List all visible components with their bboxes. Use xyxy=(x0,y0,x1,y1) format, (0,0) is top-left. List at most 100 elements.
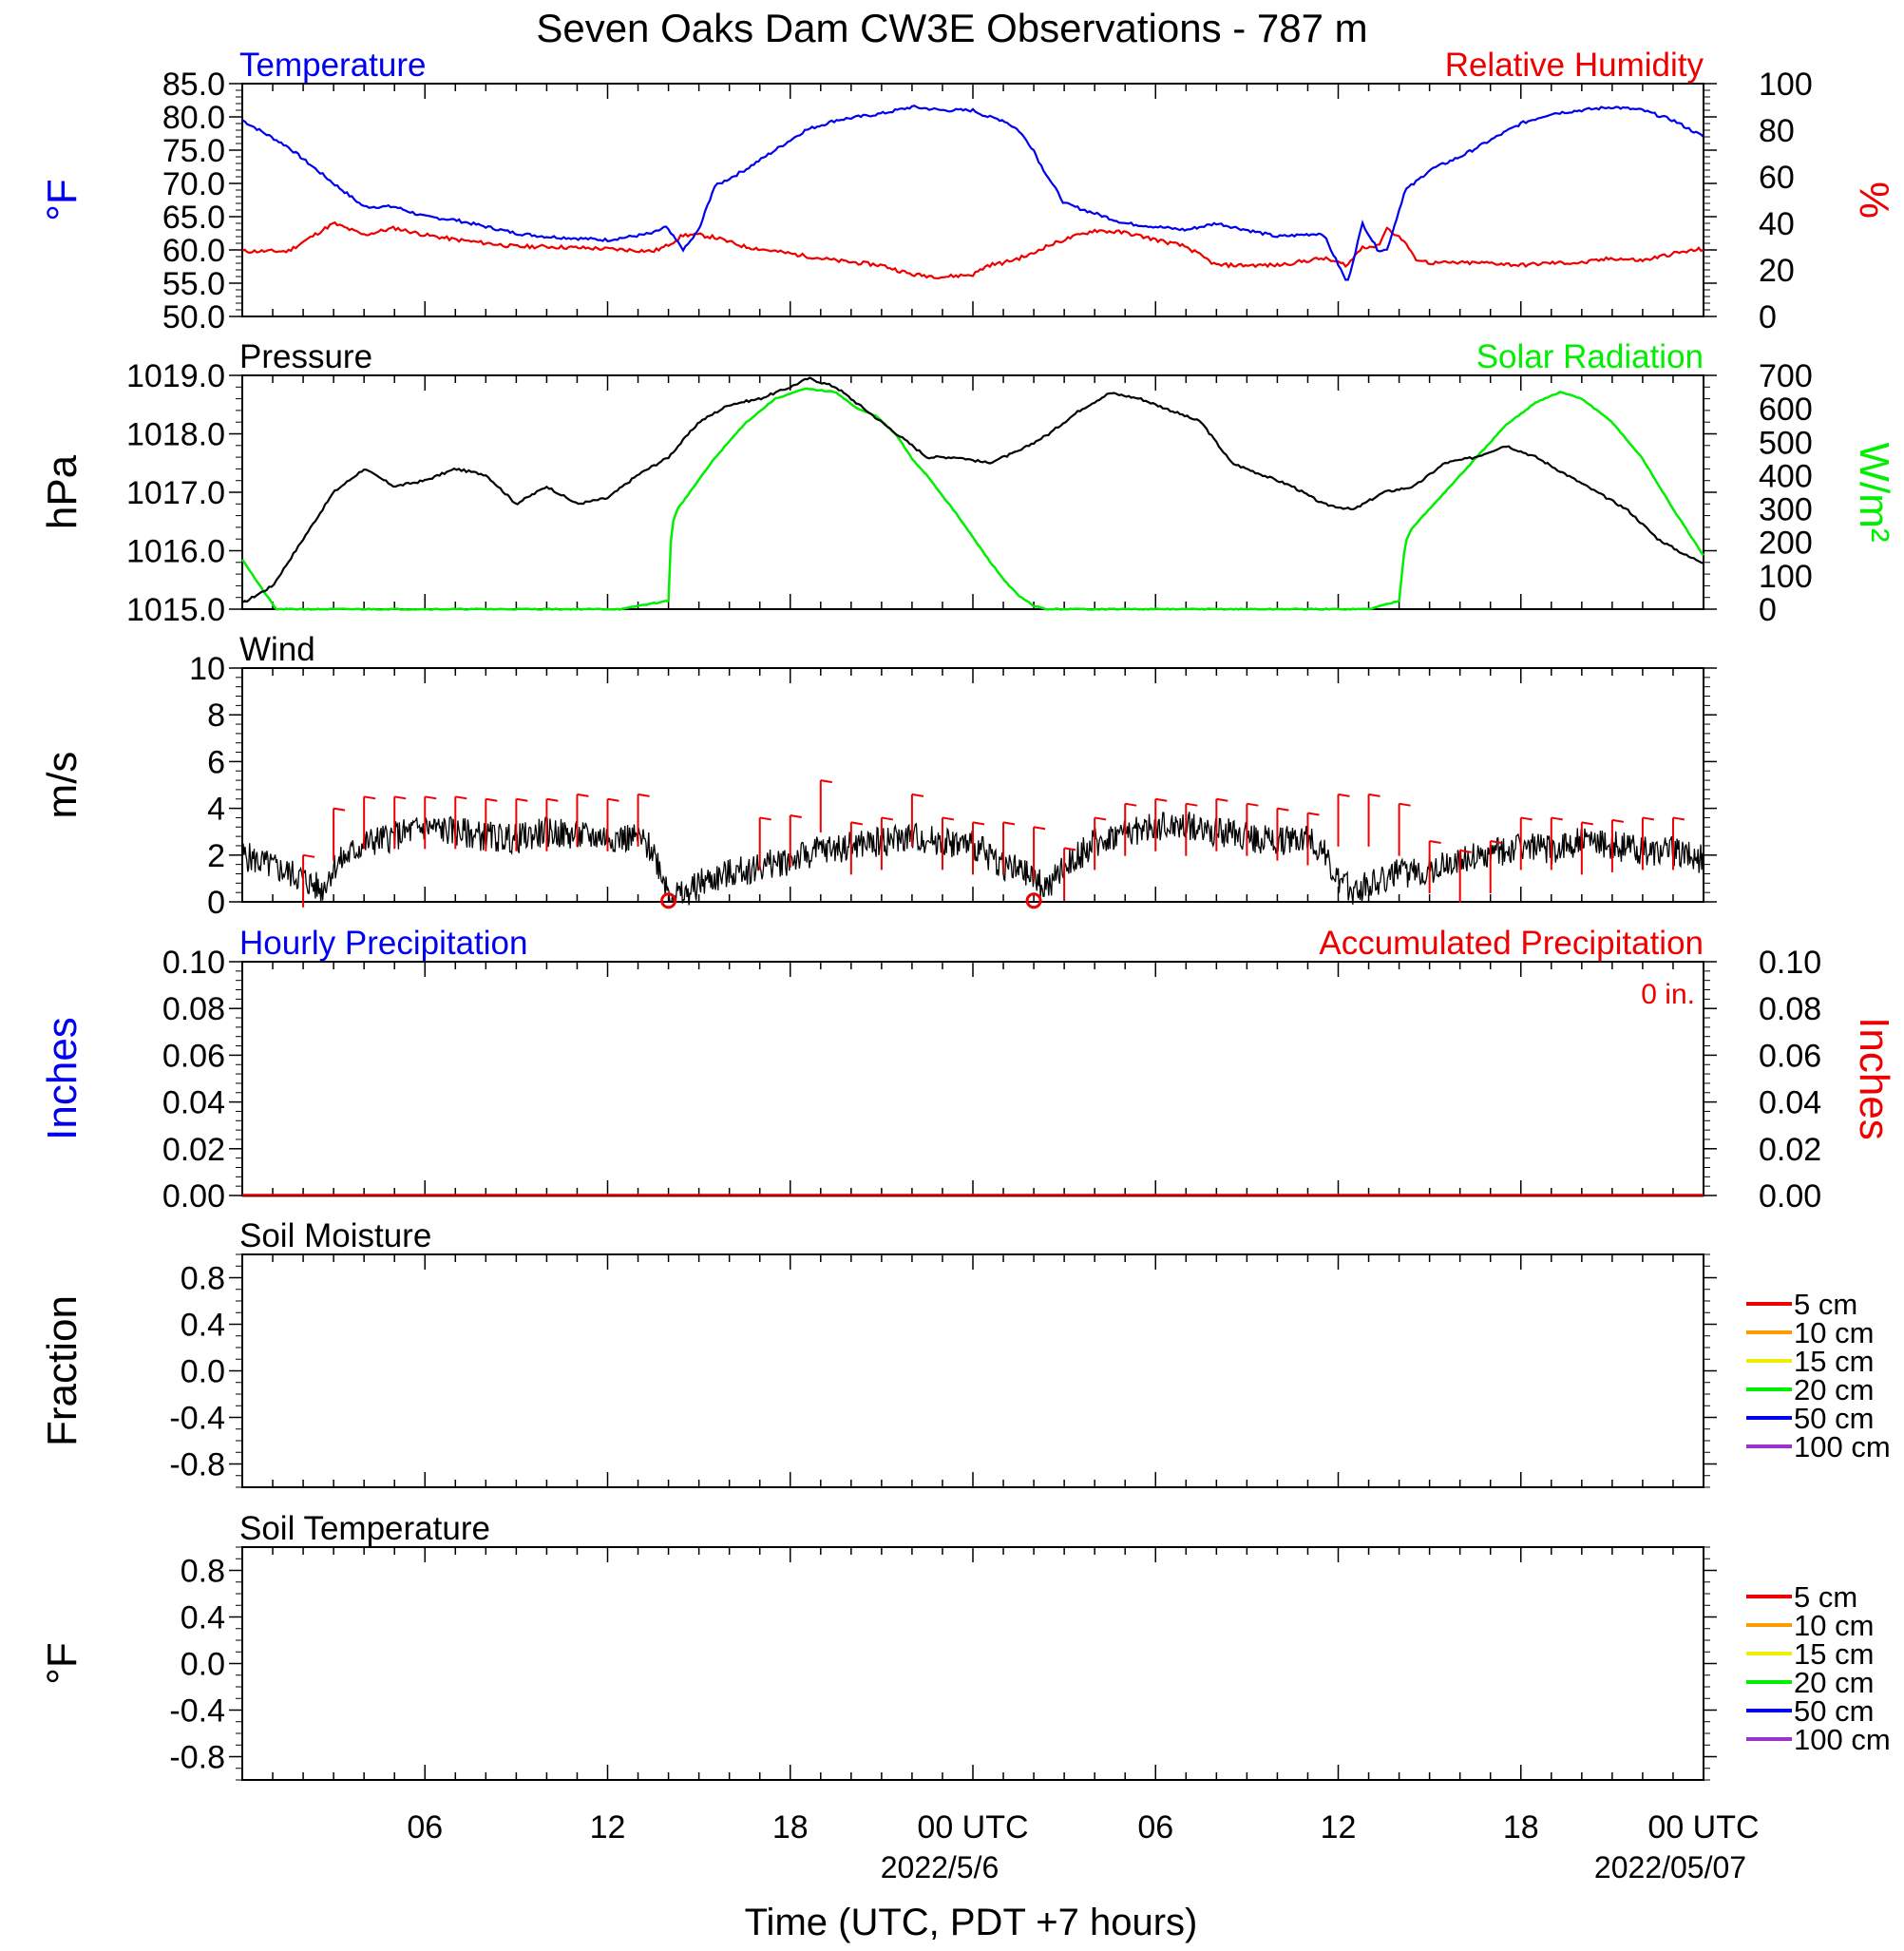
wind-barb xyxy=(1306,812,1320,866)
wind-barb-flag xyxy=(820,779,832,784)
y-axis-label: hPa xyxy=(39,454,86,529)
wind-barb-flag xyxy=(790,813,802,818)
wind-barb xyxy=(454,795,467,850)
y-right-tick-label: 0.06 xyxy=(1759,1038,1821,1074)
y-axis-label-right: % xyxy=(1851,182,1897,219)
y-right-tick-label: 400 xyxy=(1759,458,1813,494)
wind-barb xyxy=(606,797,619,851)
wind-barb-flag xyxy=(942,816,955,821)
y-tick-label: 1018.0 xyxy=(126,417,225,453)
wind-barb xyxy=(849,821,863,875)
wind-barb-flag xyxy=(333,807,346,812)
legend-label: 10 cm xyxy=(1794,1609,1874,1642)
wind-barb-flag xyxy=(1368,793,1380,797)
y-tick-label: 0.08 xyxy=(162,991,225,1027)
calm-wind-marker xyxy=(660,892,677,909)
wind-barb-flag xyxy=(607,797,619,802)
wind-barb-flag xyxy=(1672,816,1685,821)
wind-barb-flag xyxy=(1095,816,1107,821)
y-tick-label: 0.0 xyxy=(181,1354,225,1390)
y-tick-label: -0.4 xyxy=(169,1693,225,1730)
wind-barb xyxy=(576,793,589,847)
legend-label: 15 cm xyxy=(1794,1345,1874,1378)
wind-barb xyxy=(333,807,346,861)
wind-barb xyxy=(1641,816,1655,870)
wind-barb-flag xyxy=(881,816,894,821)
wind-barb-flag xyxy=(850,821,863,826)
y-right-tick-label: 300 xyxy=(1759,492,1813,528)
x-date-1: 2022/5/6 xyxy=(881,1850,1000,1884)
wind-barb xyxy=(1610,818,1625,872)
wind-barb-flag xyxy=(455,795,467,800)
wind-barb xyxy=(910,793,924,847)
y-right-tick-label: 0.00 xyxy=(1759,1178,1821,1215)
x-tick-label: 00 UTC xyxy=(1647,1809,1759,1846)
wind-barb-flag xyxy=(364,795,376,800)
wind-barb-flag xyxy=(1002,821,1016,826)
y-tick-label: 85.0 xyxy=(162,67,225,103)
y-tick-label: 0.10 xyxy=(162,945,225,981)
panel-title: Soil Moisture xyxy=(239,1217,431,1254)
y-right-tick-label: 0 xyxy=(1759,299,1777,335)
x-tick-label: 12 xyxy=(1321,1809,1357,1846)
y-tick-label: 55.0 xyxy=(162,266,225,302)
wind-barb xyxy=(941,816,955,870)
y-right-tick-label: 200 xyxy=(1759,526,1813,562)
wind-barb-flag xyxy=(1551,816,1563,821)
precip-total-annotation: 0 in. xyxy=(1641,979,1695,1010)
y-tick-label: 0.04 xyxy=(162,1085,225,1121)
wind-barb-flag xyxy=(1247,802,1259,807)
wind-barb-flag xyxy=(1216,797,1228,802)
wind-barb xyxy=(1671,816,1685,870)
y-tick-label: 0.4 xyxy=(181,1600,225,1636)
panel-title: Hourly Precipitation xyxy=(239,925,527,962)
legend-label: 10 cm xyxy=(1794,1316,1874,1349)
wind-barb xyxy=(1550,816,1563,870)
wind-barb xyxy=(1458,849,1472,903)
wind-barb xyxy=(1489,840,1502,894)
panel-title-right: Accumulated Precipitation xyxy=(1319,925,1704,962)
y-right-tick-label: 700 xyxy=(1759,358,1813,394)
wind-barb xyxy=(1398,802,1411,856)
y-tick-label: 1015.0 xyxy=(126,592,225,628)
wind-barb xyxy=(1002,821,1016,875)
y-tick-label: 0.8 xyxy=(181,1261,225,1297)
wind-barb-flag xyxy=(1611,818,1625,823)
y-tick-label: 65.0 xyxy=(162,200,225,236)
wind-barb xyxy=(1063,847,1076,901)
wind-barb xyxy=(1580,821,1593,875)
y-right-tick-label: 60 xyxy=(1759,160,1795,196)
wind-barb xyxy=(1185,802,1198,856)
y-right-tick-label: 0.04 xyxy=(1759,1085,1821,1121)
y-right-tick-label: 100 xyxy=(1759,67,1813,103)
x-tick-label: 06 xyxy=(407,1809,443,1846)
wind-barb-flag xyxy=(1155,797,1168,802)
wind-barb-flag xyxy=(1277,807,1289,812)
wind-barb-flag xyxy=(1338,793,1350,797)
wind-barb xyxy=(1246,802,1259,856)
legend-label: 15 cm xyxy=(1794,1637,1874,1671)
wind-barb-flag xyxy=(1642,816,1655,821)
wind-barb xyxy=(637,793,650,847)
y-axis-label: m/s xyxy=(39,752,86,819)
y-axis-label: Fraction xyxy=(39,1295,86,1446)
y-tick-label: 60.0 xyxy=(162,233,225,269)
wind-barb-flag xyxy=(394,795,407,800)
panel-title: Temperature xyxy=(239,47,426,84)
y-right-tick-label: 600 xyxy=(1759,392,1813,428)
wind-barb-flag xyxy=(1399,802,1411,807)
wind-barb-flag xyxy=(911,793,924,797)
wind-barb xyxy=(515,797,528,851)
wind-barb xyxy=(1428,840,1441,894)
legend-label: 50 cm xyxy=(1794,1402,1874,1435)
legend-label: 20 cm xyxy=(1794,1666,1874,1699)
wind-barb xyxy=(545,797,559,851)
y-right-tick-label: 20 xyxy=(1759,253,1795,289)
wind-barb-flag xyxy=(1307,812,1320,816)
legend-label: 50 cm xyxy=(1794,1694,1874,1728)
series-relative-humidity xyxy=(241,220,1704,280)
y-tick-label: 0.8 xyxy=(181,1554,225,1590)
wind-barb xyxy=(1276,807,1289,861)
y-right-tick-label: 500 xyxy=(1759,425,1813,461)
wind-barb xyxy=(393,795,407,850)
